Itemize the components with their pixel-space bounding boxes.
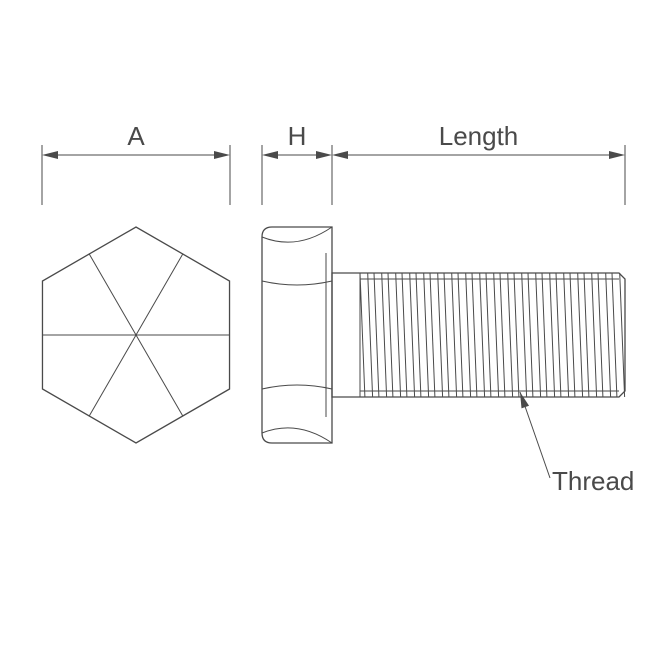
dim-label: H bbox=[288, 121, 307, 151]
dim-label: Length bbox=[439, 121, 519, 151]
hex-head-side bbox=[262, 227, 332, 443]
threads bbox=[360, 273, 625, 397]
dim-label: A bbox=[127, 121, 145, 151]
thread-label: Thread bbox=[552, 466, 634, 496]
bolt-diagram: A H Length Thread bbox=[0, 0, 670, 670]
